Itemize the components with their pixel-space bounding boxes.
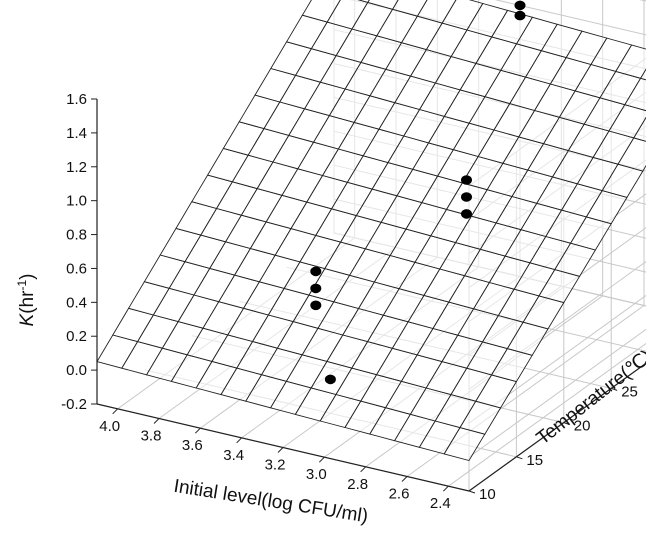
surface-cell	[301, 0, 341, 23]
data-point	[324, 374, 336, 385]
k-tick-label: 0.4	[66, 294, 87, 311]
surface-cell	[391, 0, 428, 17]
level-tick	[401, 476, 408, 482]
surface-cell	[639, 68, 646, 81]
data-point	[461, 175, 472, 185]
temperature-tick	[611, 387, 618, 391]
level-tick	[442, 485, 449, 492]
k-tick-label: 1.0	[66, 193, 87, 210]
k-tick-label: 1.4	[66, 125, 87, 142]
level-tick	[236, 437, 243, 444]
level-tick	[318, 456, 325, 463]
level-tick-label: 3.6	[182, 437, 203, 454]
surface-cell	[416, 0, 457, 24]
k-tick-label: 1.2	[66, 159, 87, 176]
level-tick-label: 3.0	[306, 466, 327, 483]
data-point	[514, 10, 526, 21]
level-tick-label: 4.0	[99, 418, 120, 435]
surface-cell	[633, 116, 646, 142]
data-point	[514, 0, 526, 11]
temperature-tick	[468, 490, 476, 494]
axis-lines	[91, 98, 646, 494]
level-tick-label: 2.6	[389, 486, 410, 503]
k-tick-label: -0.2	[61, 396, 87, 413]
temperature-axis-line	[468, 362, 646, 492]
k-tick-label: 0.0	[66, 362, 87, 379]
level-tick	[360, 466, 367, 473]
level-tick-label: 2.8	[347, 476, 368, 493]
temperature-tick	[516, 456, 523, 460]
k-tick-label: 0.8	[66, 227, 87, 244]
level-tick-label: 3.8	[141, 428, 162, 445]
level-tick	[153, 418, 160, 424]
data-points	[310, 0, 526, 385]
data-point	[310, 283, 322, 294]
surface-cell	[617, 137, 646, 172]
level-tick-label: 3.2	[265, 457, 286, 474]
z-axis-title: K(hr-1)	[15, 274, 38, 327]
level-tick-label: 3.4	[223, 447, 244, 464]
temperature-tick-label: 25	[621, 383, 638, 400]
data-point	[310, 266, 322, 277]
x-axis-title: Initial level(log CFU/ml)	[172, 476, 369, 527]
temperature-tick-label: 20	[574, 418, 591, 435]
temperature-tick-label: 10	[479, 486, 496, 503]
k-tick-label: 0.2	[66, 328, 87, 345]
level-tick	[194, 427, 201, 434]
k-tick-label: 0.6	[66, 260, 87, 277]
temperature-tick	[563, 422, 570, 426]
k-tick-label: 1.6	[66, 91, 87, 108]
surface-cell	[357, 0, 370, 3]
data-point	[461, 192, 472, 202]
tick-labels: -0.2 0.0 0.2 0.4 0.6 0.8 1.0 1.2 1.4 1.6 4.0 3.8 3.6…	[61, 91, 638, 512]
temperature-tick-label: 15	[526, 452, 543, 469]
level-tick-label: 2.4	[430, 495, 451, 512]
data-point	[310, 300, 322, 311]
data-point	[461, 209, 472, 219]
surface-mesh	[96, 0, 646, 462]
surface-cell	[624, 77, 646, 112]
level-tick	[112, 408, 119, 415]
level-tick	[277, 447, 284, 453]
surface-cell	[615, 44, 646, 79]
surface-cell	[367, 0, 399, 10]
surface-cell	[608, 104, 646, 139]
